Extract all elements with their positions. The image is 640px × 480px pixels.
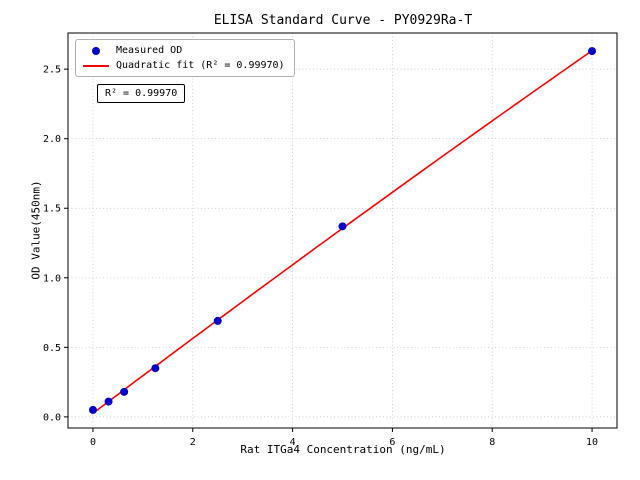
chart-title: ELISA Standard Curve - PY0929Ra-T <box>213 13 473 28</box>
y-tick-label: 1.0 <box>43 273 61 284</box>
y-tick-label: 1.5 <box>43 204 61 215</box>
x-tick-label: 4 <box>290 437 296 448</box>
y-tick-label: 0.0 <box>43 412 61 423</box>
data-point <box>88 405 97 414</box>
scatter-marker-icon <box>83 46 109 56</box>
data-point <box>120 387 129 396</box>
legend-item-quadratic-fit: Quadratic fit (R² = 0.99970) <box>83 60 285 71</box>
y-tick-label: 0.5 <box>43 343 61 354</box>
x-tick-label: 0 <box>90 437 96 448</box>
legend-label-quadratic-fit: Quadratic fit (R² = 0.99970) <box>116 60 285 71</box>
x-tick-label: 2 <box>190 437 196 448</box>
r-squared-annotation: R² = 0.99970 <box>97 84 186 103</box>
legend-item-measured-od: Measured OD <box>83 45 285 56</box>
x-tick-label: 6 <box>389 437 395 448</box>
plot-frame <box>67 32 618 429</box>
data-point <box>338 222 347 231</box>
legend-label-measured-od: Measured OD <box>116 45 183 56</box>
line-marker-icon <box>83 61 109 71</box>
data-point <box>213 316 222 325</box>
data-point <box>151 364 160 373</box>
data-point <box>104 397 113 406</box>
quadratic-fit-line <box>92 50 593 414</box>
legend: Measured OD Quadratic fit (R² = 0.99970) <box>75 39 295 77</box>
y-axis-label: OD Value(450nm) <box>29 180 43 280</box>
y-tick-label: 2.5 <box>43 65 61 76</box>
x-tick-label: 8 <box>489 437 495 448</box>
data-point <box>588 47 597 56</box>
x-tick-label: 10 <box>586 437 598 448</box>
y-tick-label: 2.0 <box>43 134 61 145</box>
x-axis-label: Rat ITGa4 Concentration (ng/mL) <box>240 443 446 456</box>
